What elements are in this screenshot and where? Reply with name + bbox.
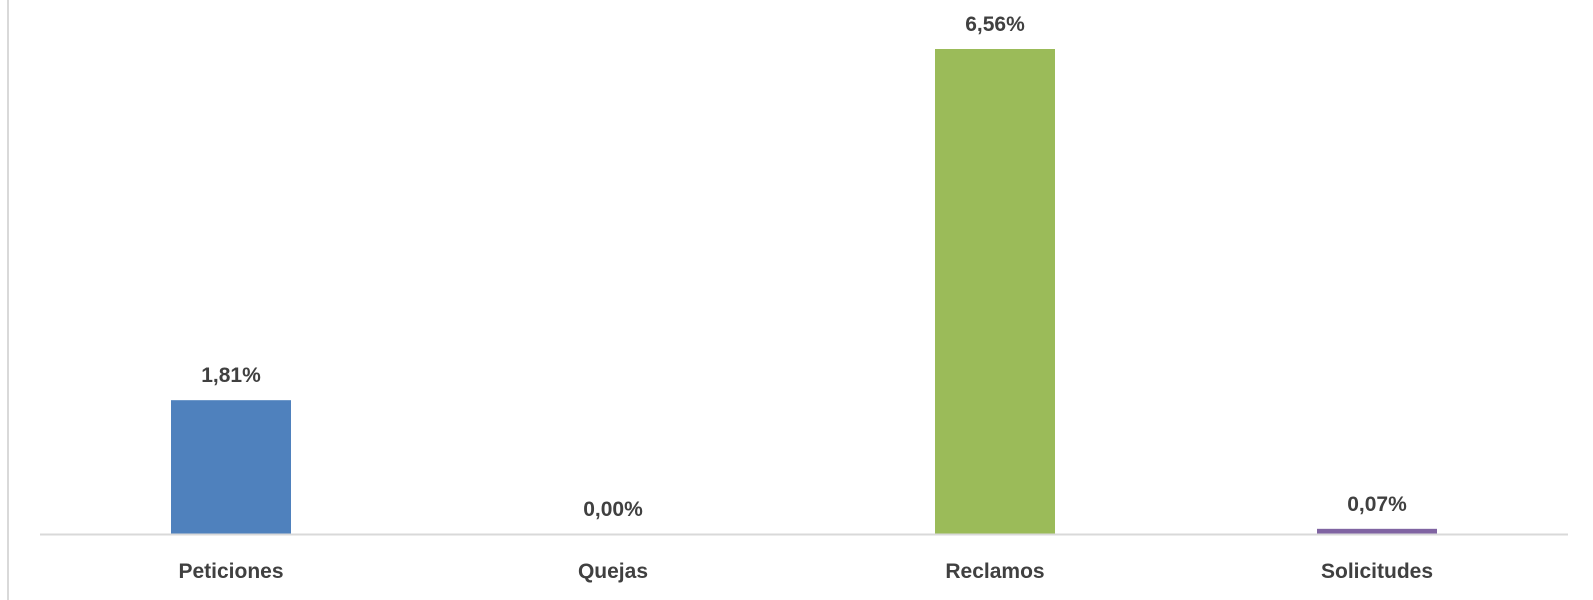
data-label-peticiones: 1,81% bbox=[201, 364, 261, 387]
x-tick-label-peticiones: Peticiones bbox=[178, 560, 283, 583]
bar-solicitudes bbox=[1317, 528, 1437, 534]
x-tick-label-reclamos: Reclamos bbox=[945, 560, 1044, 583]
bar-peticiones bbox=[171, 400, 291, 534]
x-axis-tick-labels: Peticiones Quejas Reclamos Solicitudes bbox=[178, 560, 1433, 583]
bar-reclamos bbox=[935, 49, 1055, 534]
data-label-reclamos: 6,56% bbox=[965, 13, 1025, 36]
data-labels-layer: 1,81% 0,00% 6,56% 0,07% bbox=[201, 13, 1407, 521]
x-tick-label-quejas: Quejas bbox=[578, 560, 648, 583]
data-label-quejas: 0,00% bbox=[583, 498, 643, 521]
data-label-solicitudes: 0,07% bbox=[1347, 493, 1407, 516]
bars-layer bbox=[171, 49, 1437, 534]
x-tick-label-solicitudes: Solicitudes bbox=[1321, 560, 1433, 583]
